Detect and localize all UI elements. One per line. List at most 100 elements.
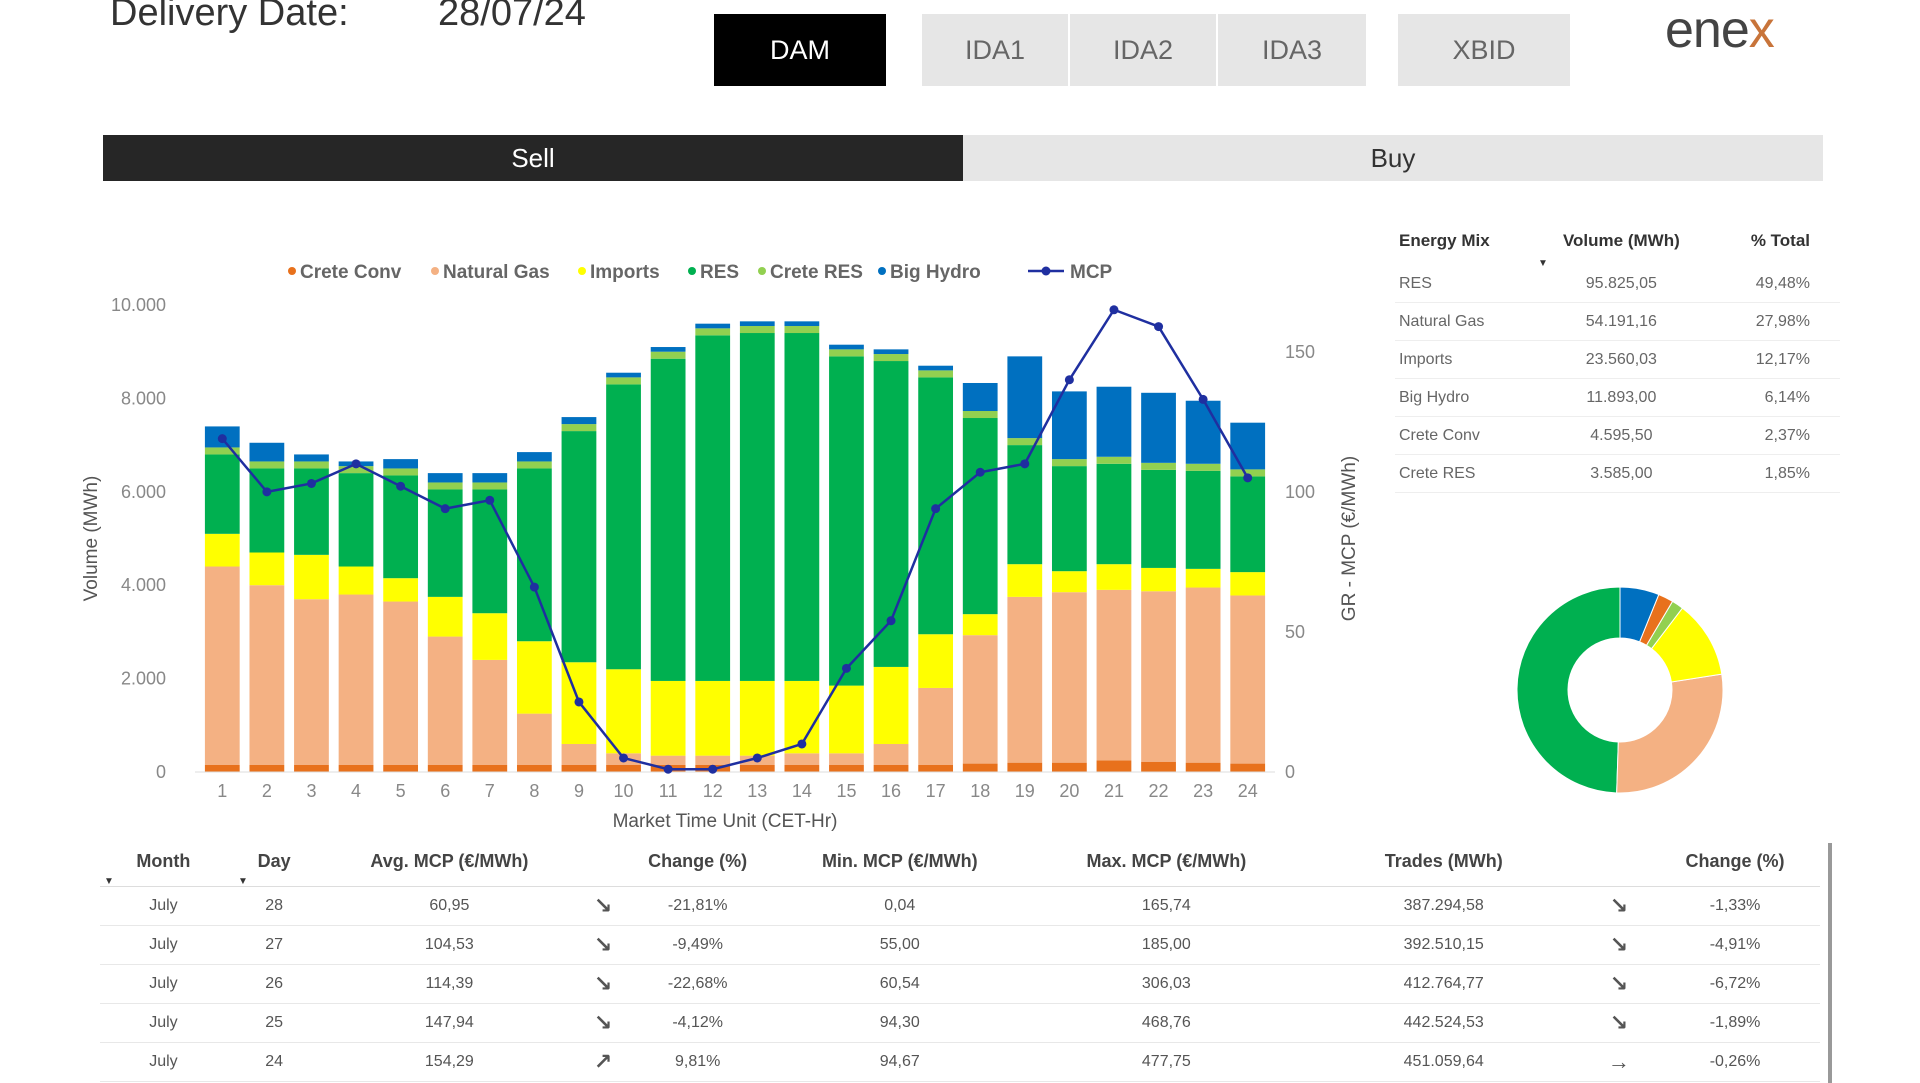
bar-segment	[1096, 589, 1132, 761]
bar-segment	[516, 461, 552, 469]
bar-segment	[1051, 466, 1087, 572]
bar-segment	[383, 475, 419, 579]
bar-segment	[784, 333, 820, 681]
sell-tab[interactable]: Sell	[103, 135, 963, 181]
header-change-1[interactable]: Change (%)	[628, 845, 767, 887]
mix-header-energy[interactable]: Energy Mix	[1399, 231, 1490, 250]
bar-segment	[516, 764, 552, 772]
avg-mcp-cell: 154,29	[321, 1042, 578, 1082]
x-tick-label: 21	[1104, 781, 1124, 801]
mcp-point	[217, 434, 227, 444]
mcp-point	[708, 764, 718, 774]
table-row[interactable]: July 27 104,53 ↘ -9,49% 55,00 185,00 392.510,15…	[100, 925, 1820, 965]
trend-arrow-icon: ↘	[1587, 1003, 1651, 1043]
bar-segment	[383, 459, 419, 469]
mcp-point	[619, 753, 629, 763]
bar-segment	[962, 614, 998, 636]
trend-arrow-icon: ↘	[1587, 925, 1651, 965]
month-cell: July	[100, 1003, 227, 1043]
mix-header-pct[interactable]: % Total	[1750, 231, 1810, 250]
tab-xbid[interactable]: XBID	[1398, 14, 1572, 86]
bar-segment	[962, 411, 998, 419]
table-row[interactable]: Imports 23.560,03 12,17%	[1395, 340, 1840, 379]
trades-cell: 387.294,58	[1299, 886, 1588, 926]
bar-segment	[1141, 761, 1176, 772]
table-row[interactable]: Crete Conv 4.595,50 2,37%	[1395, 416, 1840, 455]
table-row[interactable]: Natural Gas 54.191,16 27,98%	[1395, 302, 1840, 341]
bar-segment	[338, 764, 374, 772]
bar-segment	[918, 370, 954, 378]
x-tick-label: 6	[440, 781, 450, 801]
bar-segment	[1007, 596, 1043, 763]
sort-day-icon[interactable]: ▼	[238, 876, 248, 887]
bar-segment	[294, 454, 329, 462]
table-row[interactable]: Big Hydro 11.893,00 6,14%	[1395, 378, 1840, 417]
legend-marker	[878, 267, 886, 275]
change-cell: -1,89%	[1650, 1003, 1820, 1043]
mcp-point	[440, 504, 450, 514]
stats-body: July 28 60,95 ↘ -21,81% 0,04 165,74 387.294,58 ↘…	[100, 886, 1820, 1082]
header-change-2[interactable]: Change (%)	[1650, 845, 1820, 887]
bar-segment	[249, 442, 285, 462]
change-cell: -0,26%	[1650, 1042, 1820, 1082]
sort-month-icon[interactable]: ▼	[104, 876, 114, 887]
tab-dam[interactable]: DAM	[714, 14, 888, 86]
bar-segment	[829, 349, 864, 357]
bar-segment	[784, 764, 820, 772]
bar-segment	[1141, 392, 1176, 463]
table-row[interactable]: July 25 147,94 ↘ -4,12% 94,30 468,76 442.524,53…	[100, 1003, 1820, 1043]
table-scrollbar[interactable]	[1828, 843, 1832, 1083]
bar-segment	[606, 764, 641, 772]
mcp-point	[1154, 322, 1164, 332]
month-cell: July	[100, 925, 227, 965]
mix-pct: 2,37%	[1709, 416, 1840, 455]
tab-ida2[interactable]: IDA2	[1070, 14, 1218, 86]
bar-segment	[427, 636, 463, 765]
trades-cell: 412.764,77	[1299, 964, 1588, 1004]
mcp-point	[306, 478, 316, 488]
table-row[interactable]: July 24 154,29 ↗ 9,81% 94,67 477,75 451.059,64 →…	[100, 1042, 1820, 1082]
header-min-mcp[interactable]: Min. MCP (€/MWh)	[766, 845, 1034, 887]
trend-arrow-icon: ↗	[577, 1042, 629, 1082]
bar-segment	[695, 755, 731, 765]
mcp-point	[529, 582, 539, 592]
bar-segment	[1007, 762, 1043, 772]
bar-segment	[561, 431, 597, 663]
sort-desc-icon[interactable]: ▼	[1538, 258, 1548, 269]
y-tick-label: 2.000	[121, 669, 166, 689]
y-tick-label: 0	[156, 762, 166, 782]
bar-segment	[249, 461, 285, 469]
mcp-point	[396, 481, 406, 491]
header-day[interactable]: Day	[226, 845, 322, 887]
table-row[interactable]: Crete RES 3.585,00 1,85%	[1395, 454, 1840, 493]
table-row[interactable]: July 28 60,95 ↘ -21,81% 0,04 165,74 387.294,58 ↘…	[100, 886, 1820, 926]
header-avg-mcp[interactable]: Avg. MCP (€/MWh)	[321, 845, 578, 887]
header-month[interactable]: Month	[100, 845, 227, 887]
mix-header-volume[interactable]: Volume (MWh)	[1562, 231, 1680, 250]
bar-segment	[249, 764, 285, 772]
tab-ida3[interactable]: IDA3	[1218, 14, 1368, 86]
header-trades[interactable]: Trades (MWh)	[1299, 845, 1588, 887]
table-row[interactable]: RES 95.825,05 49,48%	[1395, 265, 1840, 303]
tab-ida1[interactable]: IDA1	[922, 14, 1070, 86]
bar-segment	[561, 417, 597, 425]
header-max-mcp[interactable]: Max. MCP (€/MWh)	[1033, 845, 1300, 887]
x-tick-label: 8	[529, 781, 539, 801]
donut-slice[interactable]	[1516, 586, 1621, 794]
bar-segment	[873, 354, 909, 362]
buy-tab[interactable]: Buy	[963, 135, 1823, 181]
bar-segment	[1230, 422, 1266, 470]
donut-slice[interactable]	[1616, 673, 1724, 794]
bar-segment	[472, 482, 508, 490]
bar-segment	[695, 335, 731, 681]
change-cell: -4,91%	[1650, 925, 1820, 965]
donut-slice[interactable]	[1619, 586, 1660, 643]
y2-axis-title: GR - MCP (€/MWh)	[1339, 456, 1360, 621]
mix-source: Crete Conv	[1395, 416, 1534, 455]
x-tick-label: 10	[614, 781, 634, 801]
avg-mcp-cell: 114,39	[321, 964, 578, 1004]
bar-segment	[918, 764, 954, 772]
header-arrow-2	[1587, 845, 1651, 887]
table-row[interactable]: July 26 114,39 ↘ -22,68% 60,54 306,03 412.764,7…	[100, 964, 1820, 1004]
x-tick-label: 17	[926, 781, 946, 801]
